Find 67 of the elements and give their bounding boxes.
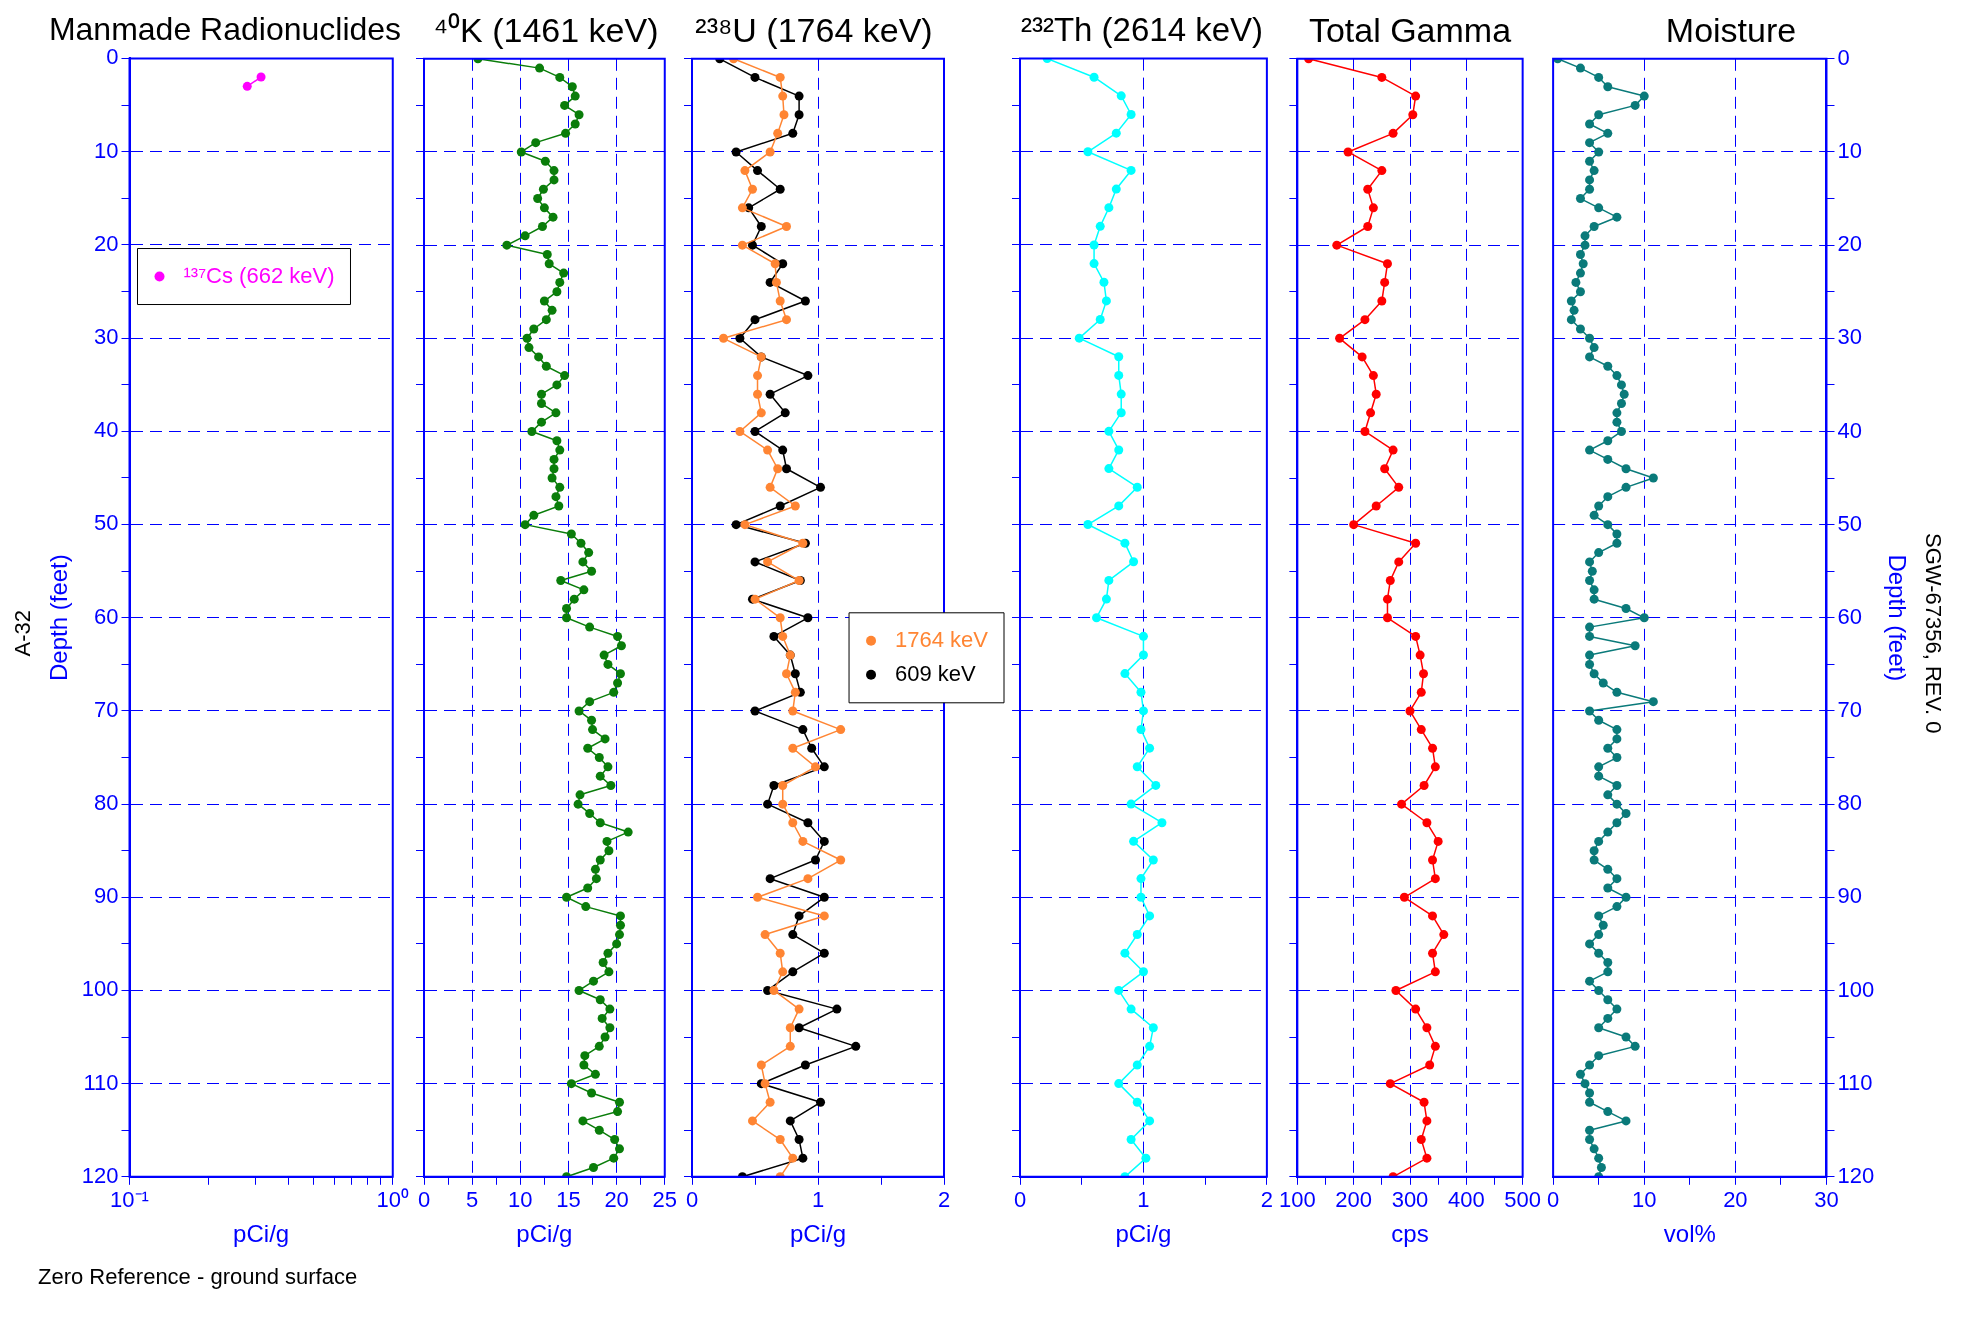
legend-label: 609 keV <box>895 660 977 686</box>
x-tick-label: 0 <box>417 1187 431 1213</box>
x-tick-label: 20 <box>604 1187 629 1213</box>
y2-axis-title: Depth (feet) <box>1883 554 1911 682</box>
y2-tick-label: 120 <box>1837 1162 1875 1188</box>
y-tick-label: 70 <box>94 696 119 722</box>
y-tick-label: 100 <box>81 976 119 1002</box>
y-tick-label: 120 <box>81 1162 119 1188</box>
x-tick-label: 15 <box>556 1187 581 1213</box>
x-axis-title: pCi/g <box>233 1220 290 1248</box>
y2-tick-label: 60 <box>1837 603 1862 629</box>
chart-title: ²³⁸U (1764 keV) <box>695 10 933 49</box>
chart-title: ⁴⁰K (1461 keV) <box>433 10 659 49</box>
x-tick-label: 0 <box>1013 1187 1027 1213</box>
y-axis-title: Depth (feet) <box>45 554 73 681</box>
y-tick-label: 110 <box>83 1069 119 1095</box>
x-tick-label: 10⁰ <box>376 1187 410 1213</box>
y2-tick-label: 70 <box>1837 697 1862 723</box>
chart-title: ²³²Th (2614 keV) <box>1020 10 1264 48</box>
legend-label: 1764 keV <box>895 626 989 652</box>
x-tick-label: 2 <box>937 1187 951 1213</box>
x-axis-title: pCi/g <box>516 1220 573 1248</box>
y-tick-label: 50 <box>94 510 119 536</box>
y2-tick-label: 30 <box>1837 324 1862 350</box>
x-tick-label: 5 <box>466 1187 479 1213</box>
x-tick-label: 20 <box>1723 1187 1748 1213</box>
x-tick-label: 30 <box>1814 1187 1839 1213</box>
x-tick-label: 10 <box>1632 1187 1657 1213</box>
x-tick-label: 500 <box>1504 1187 1542 1213</box>
text: Zero Reference - ground surface <box>38 1264 359 1290</box>
y-tick-label: 60 <box>94 603 119 629</box>
y-tick-label: 90 <box>94 883 119 909</box>
y-tick-label: 20 <box>94 230 119 256</box>
text: SGW-67356, REV. 0 <box>1920 532 1946 734</box>
y2-tick-label: 100 <box>1837 976 1875 1002</box>
x-tick-label: 10⁻¹ <box>110 1187 149 1213</box>
x-tick-label: 300 <box>1391 1187 1429 1213</box>
x-tick-label: 200 <box>1335 1187 1373 1213</box>
text: A-32 <box>10 609 36 657</box>
x-tick-label: 1 <box>811 1187 825 1213</box>
y2-tick-label: 20 <box>1837 231 1862 257</box>
x-axis-title: vol% <box>1663 1220 1716 1248</box>
x-tick-label: 400 <box>1447 1187 1485 1213</box>
legend-label: ¹³⁷Cs (662 keV) <box>183 262 335 288</box>
y-tick-label: 80 <box>94 790 119 816</box>
y-tick-label: 30 <box>94 324 119 350</box>
x-axis-title: pCi/g <box>789 1220 847 1248</box>
y2-tick-label: 110 <box>1837 1069 1873 1095</box>
y2-tick-label: 10 <box>1837 138 1862 164</box>
x-axis-title: pCi/g <box>1115 1220 1172 1248</box>
x-tick-label: 10 <box>508 1187 533 1213</box>
y2-tick-label: 90 <box>1837 883 1862 909</box>
x-tick-label: 0 <box>1546 1187 1560 1213</box>
y2-tick-label: 40 <box>1837 417 1862 443</box>
x-tick-label: 100 <box>1278 1187 1316 1213</box>
y2-tick-label: 80 <box>1837 790 1862 816</box>
y2-tick-label: 0 <box>1837 44 1850 70</box>
y-tick-label: 10 <box>94 137 119 163</box>
y2-tick-label: 50 <box>1837 510 1862 536</box>
x-tick-label: 0 <box>685 1187 699 1213</box>
chart-title: Total Gamma <box>1308 10 1512 49</box>
x-tick-label: 1 <box>1137 1187 1150 1213</box>
x-tick-label: 25 <box>652 1187 678 1213</box>
x-tick-label: 2 <box>1260 1187 1274 1213</box>
y-tick-label: 40 <box>94 417 119 443</box>
chart-title: Moisture <box>1665 10 1797 49</box>
x-axis-title: cps <box>1391 1220 1429 1248</box>
